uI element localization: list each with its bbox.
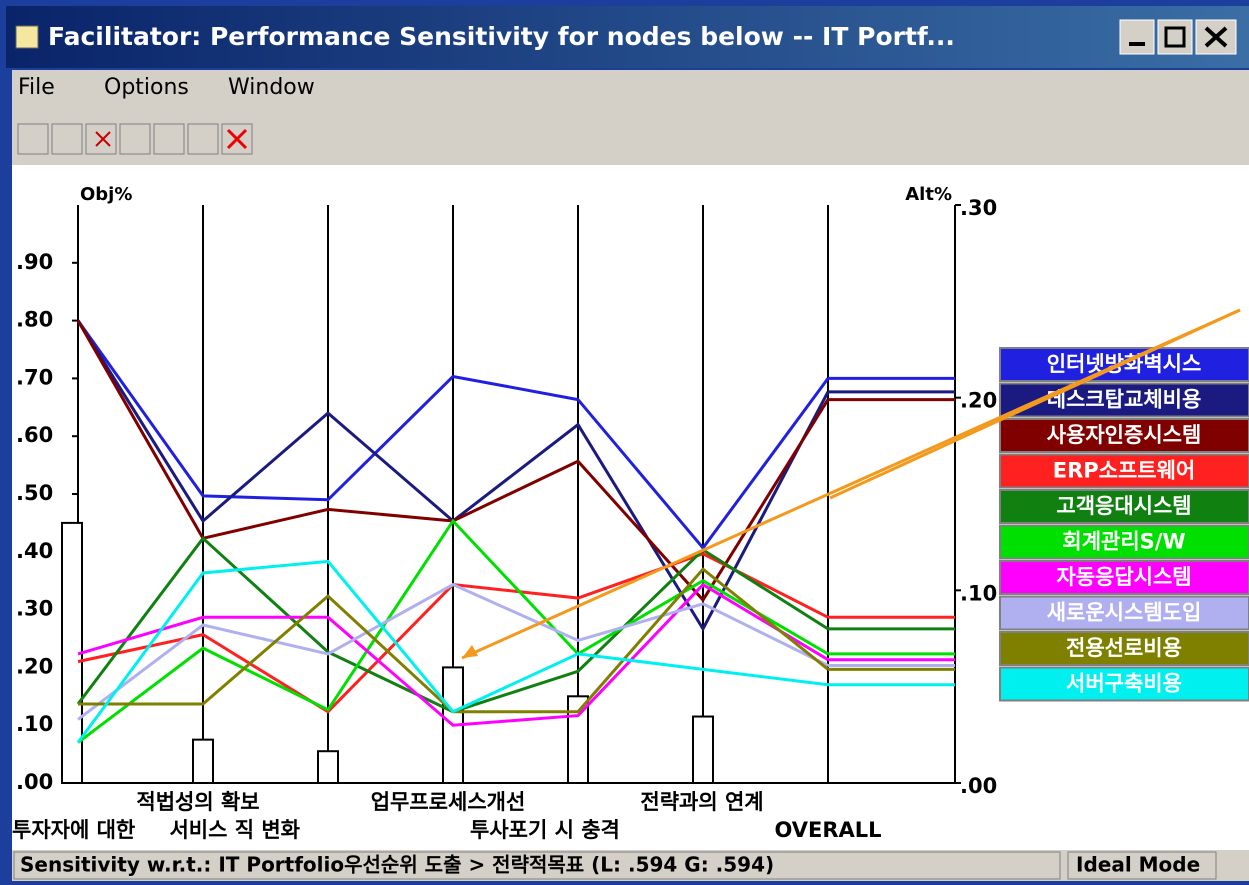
series-line [76,319,830,551]
legend-swatch [999,595,1249,631]
series-line [77,582,829,721]
y-tick-label: .30 [16,597,53,621]
y2-axis-label: Alt% [905,184,952,205]
tool-window[interactable] [187,123,219,155]
status-text: Sensitivity w.r.t.: IT Portfolio우선순위 도출 … [20,853,774,877]
objective-bar [192,738,214,785]
y2-tick-label: .20 [960,389,997,413]
y2-tick-label: .30 [960,196,997,220]
status-field [1067,851,1217,880]
tool-print[interactable] [51,123,83,155]
menu-item[interactable]: Window [228,75,315,100]
y-tick-label: .40 [16,539,53,563]
app-icon [15,25,39,49]
legend-swatch [999,489,1249,524]
y2-tick-label: .00 [960,774,997,798]
arrow-head [462,645,478,658]
maximize-button[interactable] [1157,19,1193,55]
close-button[interactable] [1195,19,1237,55]
legend-label: 사용자인증시스템 [1047,423,1202,447]
legend-label: 회계관리S/W [1062,530,1185,554]
legend-label: ERP소프트웨어 [1053,459,1196,483]
x-tick-label: 업무프로세스개선 [371,790,526,814]
x-tick-label: 전략과의 연계 [640,790,763,814]
x-tick-label: 적법성의 확보 [136,790,259,814]
y-axis-label: Obj% [80,184,132,205]
legend-swatch [999,418,1249,453]
y-tick-label: .70 [16,365,53,389]
objective-bar [567,695,589,784]
legend-swatch [999,560,1249,595]
y-tick-label: .10 [16,712,53,736]
tool-graph[interactable] [85,123,117,155]
x-tick-label: 서비스 직 변화 [169,818,300,842]
toolbar [17,123,253,155]
tool-home[interactable] [17,123,49,155]
series-line [77,582,829,727]
annotation-line [829,308,1241,500]
status-mode: Ideal Mode [1076,853,1200,877]
close-glyph [1204,26,1228,48]
y-tick-label: .20 [16,654,53,678]
tool-tree[interactable] [119,123,151,155]
y-tick-label: .80 [16,308,53,332]
x-tick-label: OVERALL [774,818,881,842]
y-tick-label: .90 [16,250,53,274]
status-field [13,851,1061,880]
menu-item[interactable]: Options [104,75,189,100]
legend-label: 고객응대시스템 [1056,494,1191,518]
tool-close-glyph [226,128,248,150]
legend-label: 데스크탑교체비용 [1047,388,1202,412]
objective-bar [692,715,714,785]
tool-graph-glyph [95,131,111,147]
title-bar [6,6,1249,68]
y-tick-label: .00 [16,770,53,794]
series-line [77,518,829,744]
legend-swatch [999,631,1249,666]
legend-label: 전용선로비용 [1066,636,1182,660]
y-tick-label: .50 [16,481,53,505]
tool-layout[interactable] [153,123,185,155]
window-title: Facilitator: Performance Sensitivity for… [48,22,955,51]
objective-bar [317,750,339,785]
maximize-glyph [1164,26,1186,48]
legend-swatch [999,666,1249,702]
menu-item[interactable]: File [18,75,55,100]
y-tick-label: .60 [16,423,53,447]
x-tick-label: 투자자에 대한 [12,818,135,842]
series-line [76,559,829,744]
chart: Obj% Alt% .00 .10 .20 .30 .40 .50 .60 .70 .80 .90 .0… [12,184,1249,842]
menu-bar: File Options Window [18,75,315,100]
y2-tick-label: .10 [960,581,997,605]
legend-swatch [999,453,1249,489]
legend-label: 서버구축비용 [1066,672,1182,696]
legend-swatch [999,524,1249,560]
minimize-button[interactable] [1119,19,1155,55]
legend-label: 자동응답시스템 [1056,565,1191,589]
legend-label: 새로운시스템도입 [1047,601,1202,625]
x-tick-label: 투사포기 시 충격 [470,818,620,842]
